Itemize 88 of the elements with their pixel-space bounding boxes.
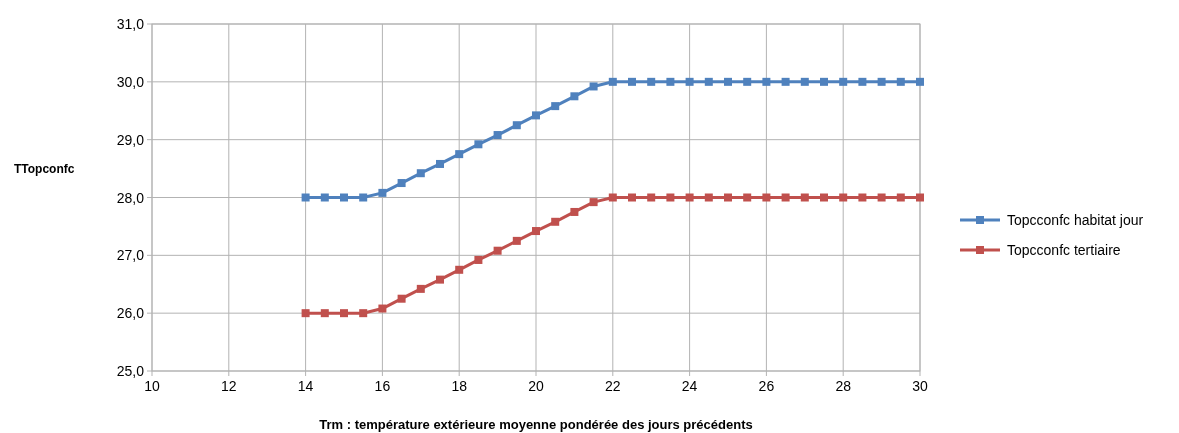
x-tick-label: 28 [835, 378, 852, 394]
point [896, 77, 905, 86]
legend-label: Topcconfc habitat jour [1007, 212, 1144, 228]
point [781, 77, 790, 86]
point [647, 193, 656, 202]
point [551, 102, 560, 111]
y-tick-label: 28,0 [116, 189, 145, 206]
point [570, 207, 579, 216]
x-tick-label: 12 [221, 378, 237, 394]
point [416, 169, 425, 178]
point [436, 275, 444, 284]
point [532, 111, 540, 120]
point [397, 294, 406, 303]
x-tick-label: 30 [912, 378, 928, 394]
point [474, 140, 483, 149]
y-tick-label: 25,0 [116, 363, 145, 379]
point [628, 77, 636, 86]
point [858, 193, 867, 202]
x-tick-label: 10 [144, 378, 160, 394]
point [666, 77, 675, 86]
y-tick-label: 30,0 [116, 73, 145, 90]
point [493, 246, 502, 255]
point [340, 193, 348, 202]
x-tick-label: 24 [681, 378, 698, 394]
point [532, 227, 540, 236]
x-tick-label: 18 [451, 378, 468, 394]
x-axis-title: Trm : température extérieure moyenne pondérée des jours précédents [319, 417, 753, 432]
point [800, 193, 809, 202]
point [896, 193, 905, 202]
point [762, 193, 771, 202]
point [436, 159, 444, 168]
point [916, 77, 924, 86]
y-tick-label: 29,0 [116, 131, 145, 148]
point [781, 193, 790, 202]
point [820, 193, 828, 202]
point [493, 131, 502, 140]
x-tick-label: 20 [528, 378, 544, 394]
point [800, 77, 809, 86]
y-tick-label: 27,0 [116, 247, 145, 264]
point [743, 193, 752, 202]
point [359, 309, 368, 318]
point [320, 193, 329, 202]
point [839, 77, 848, 86]
point [724, 193, 732, 202]
point [608, 193, 617, 202]
point [743, 77, 752, 86]
point [704, 77, 713, 86]
point [877, 193, 886, 202]
point [762, 77, 771, 86]
point [359, 193, 368, 202]
point [589, 198, 598, 207]
point [666, 193, 675, 202]
point [301, 309, 310, 318]
point [455, 150, 464, 159]
point [858, 77, 867, 86]
point [512, 236, 521, 245]
point [589, 82, 598, 91]
point [378, 188, 387, 197]
point [301, 193, 310, 202]
point [628, 193, 636, 202]
x-tick-label: 14 [297, 378, 314, 394]
point [916, 193, 924, 202]
point [416, 284, 425, 293]
point [608, 77, 617, 86]
point [512, 121, 521, 130]
point [570, 92, 579, 101]
point [320, 309, 329, 318]
point [704, 193, 713, 202]
y-tick-label: 31,0 [116, 16, 145, 32]
point [877, 77, 886, 86]
point [340, 309, 348, 318]
point [647, 77, 656, 86]
point [685, 193, 694, 202]
point [455, 265, 464, 274]
x-tick-label: 16 [374, 378, 391, 394]
point [820, 77, 828, 86]
y-tick-label: 26,0 [116, 305, 145, 322]
point [551, 217, 560, 226]
legend-label: Topcconfc tertiaire [1007, 242, 1121, 258]
point [474, 255, 483, 264]
point [839, 193, 848, 202]
point [685, 77, 694, 86]
x-tick-label: 26 [758, 378, 775, 394]
point [724, 77, 732, 86]
point [397, 179, 406, 188]
y-axis-title: TTopconfc [14, 161, 75, 176]
x-tick-label: 22 [605, 378, 621, 394]
point [378, 304, 387, 313]
